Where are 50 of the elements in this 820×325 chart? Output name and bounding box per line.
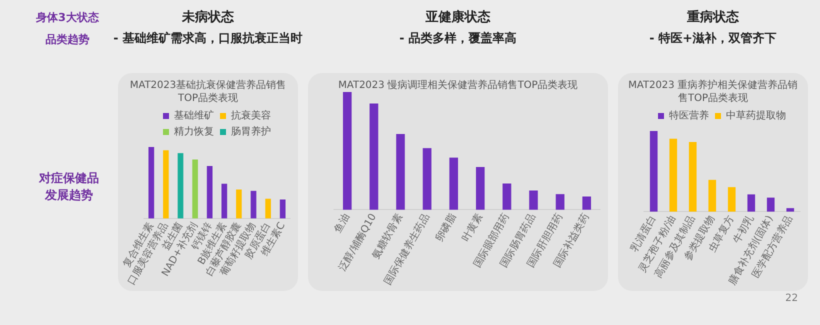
bar [502,183,512,210]
bar [582,196,592,210]
bar [265,198,271,218]
bar [766,198,775,212]
legend-label: 特医营养 [669,110,709,122]
bar [728,187,736,212]
legend-label: 基础维矿 [174,110,214,122]
text: - 基础维矿需求高，口服抗衰正当时 [112,30,304,47]
bar [192,160,198,218]
bar [708,180,716,212]
bar [221,184,228,218]
bar [422,148,432,210]
bar [449,158,458,210]
chart-title: MAT2023 重病养护相关保健营养品销售TOP品类表现 [627,78,799,105]
bar [650,131,658,212]
bar [178,153,184,218]
bar [786,208,794,212]
text: 亚健康状态 [424,8,492,26]
chart-title: MAT2023基础抗衰保健营养品销售TOP品类表现 [128,78,288,105]
bar [163,150,169,218]
bar [396,134,405,210]
text: - 特医+滋补，双管齐下 [648,30,778,47]
text: 对症保健品发展趋势 [38,170,100,204]
bar [476,167,485,210]
text: 品类趋势 [44,32,90,47]
text: 重病状态 [686,8,740,26]
legend-label: 中草药提取物 [726,110,786,122]
bar [280,199,286,218]
x-tick-label: 卵磷脂 [433,212,459,244]
text: - 品类多样，覆盖率高 [399,31,517,45]
legend-label: 肠胃养护 [231,126,271,138]
legend-label: 抗衰美容 [231,110,271,122]
bar [342,92,352,210]
bar [529,190,538,210]
text: 22 [785,293,798,304]
x-tick-label: 叶黄素 [460,212,486,244]
bar [688,142,697,212]
x-tick-label: 鱼油 [332,212,352,235]
bar [148,147,154,218]
bar [236,189,242,218]
legend-label: 精力恢复 [174,126,214,138]
bar [206,166,213,218]
bar [370,103,378,210]
bar [747,194,756,212]
text: 身体3大状态 [35,10,100,25]
text: 未病状态 [181,8,235,26]
bar [669,138,678,212]
bar [250,190,256,218]
chart-title: MAT2023 慢病调理相关保健营养品销售TOP品类表现 [337,78,579,92]
bar [556,194,564,210]
